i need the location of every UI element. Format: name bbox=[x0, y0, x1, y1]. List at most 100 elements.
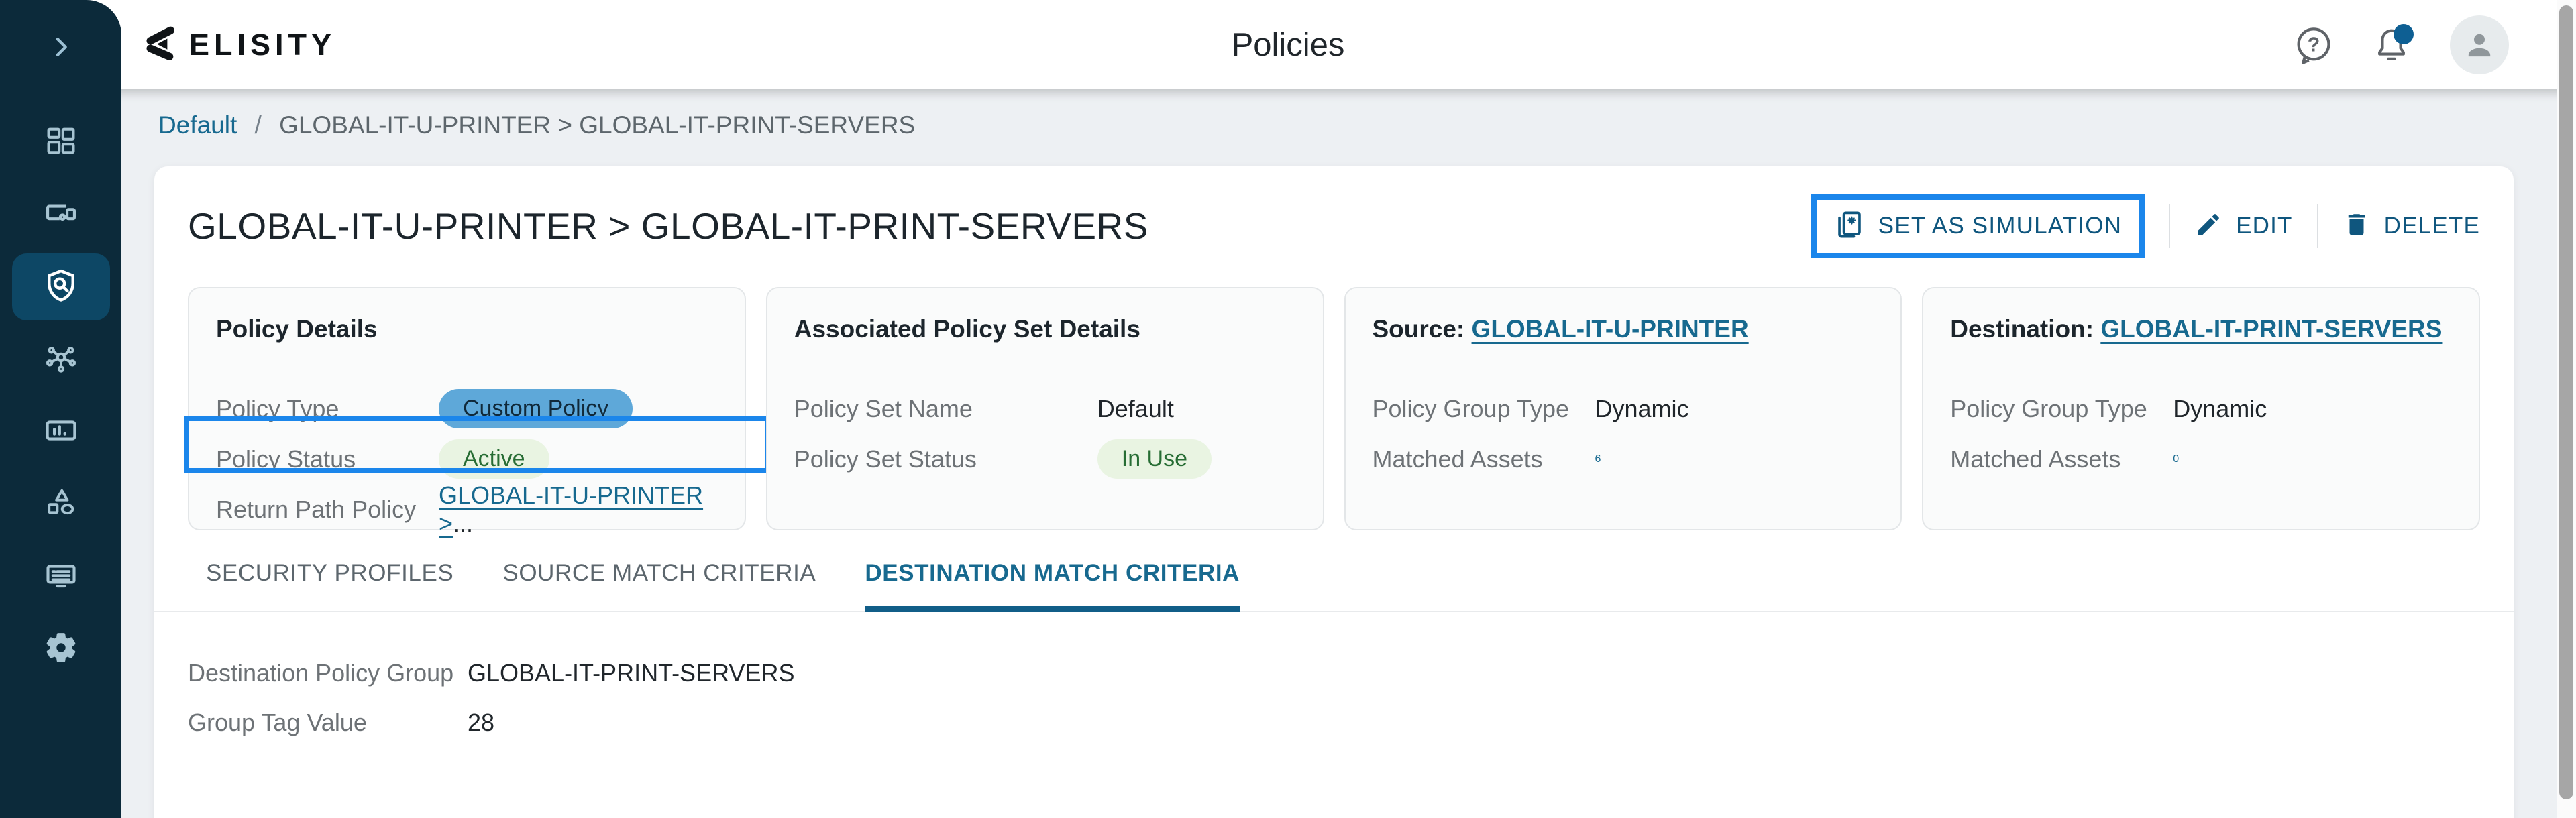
source-matched-assets-row: Matched Assets 6 bbox=[1373, 434, 1874, 484]
source-group-type-value: Dynamic bbox=[1595, 394, 1689, 422]
dashboard-icon bbox=[44, 123, 78, 162]
policy-type-row: Policy Type Custom Policy bbox=[216, 384, 718, 434]
set-as-simulation-button[interactable]: SET AS SIMULATION bbox=[1811, 194, 2145, 258]
summary-cards: Policy Details Policy Type Custom Policy… bbox=[184, 287, 2480, 537]
source-card: Source: GLOBAL-IT-U-PRINTER Policy Group… bbox=[1344, 287, 1902, 530]
destination-policy-group-row: Destination Policy Group GLOBAL-IT-PRINT… bbox=[188, 648, 2480, 698]
policy-status-badge: Active bbox=[439, 439, 549, 479]
network-hub-icon bbox=[44, 341, 78, 379]
return-path-ellipsis: ... bbox=[453, 509, 474, 537]
policy-detail-panel: GLOBAL-IT-U-PRINTER > GLOBAL-IT-PRINT-SE… bbox=[154, 166, 2514, 818]
policy-set-title: Associated Policy Set Details bbox=[794, 315, 1140, 343]
source-matched-assets-link[interactable]: 6 bbox=[1595, 453, 1601, 465]
source-title-prefix: Source: bbox=[1372, 315, 1465, 343]
source-group-type-label: Policy Group Type bbox=[1372, 394, 1569, 422]
settings-gear-icon bbox=[44, 630, 78, 668]
tab-security-profiles[interactable]: SECURITY PROFILES bbox=[206, 560, 454, 586]
source-matched-assets-label: Matched Assets bbox=[1372, 445, 1543, 473]
sidebar-item-devices[interactable] bbox=[12, 181, 110, 248]
edit-label: EDIT bbox=[2236, 213, 2293, 239]
delete-label: DELETE bbox=[2383, 213, 2480, 239]
panel-header: GLOBAL-IT-U-PRINTER > GLOBAL-IT-PRINT-SE… bbox=[188, 166, 2480, 259]
topology-icon bbox=[44, 485, 78, 524]
scrollbar-thumb[interactable] bbox=[2559, 5, 2573, 799]
source-group-type-row: Policy Group Type Dynamic bbox=[1373, 384, 1874, 434]
sidebar-expand-chevron-icon[interactable] bbox=[48, 25, 74, 68]
simulation-copy-icon bbox=[1834, 209, 1865, 243]
tab-destination-match-criteria[interactable]: DESTINATION MATCH CRITERIA bbox=[865, 560, 1240, 612]
set-as-simulation-label: SET AS SIMULATION bbox=[1878, 213, 2123, 239]
destination-card: Destination: GLOBAL-IT-PRINT-SERVERS Pol… bbox=[1922, 287, 2480, 530]
group-tag-value-value: 28 bbox=[468, 709, 495, 736]
action-divider bbox=[2316, 204, 2318, 248]
sidebar-item-dashboard[interactable] bbox=[12, 109, 110, 176]
elisity-logo: ELISITY bbox=[142, 23, 336, 66]
header-icons: ? bbox=[2294, 15, 2509, 74]
tab-source-match-criteria[interactable]: SOURCE MATCH CRITERIA bbox=[502, 560, 816, 586]
policy-details-card: Policy Details Policy Type Custom Policy… bbox=[184, 287, 770, 537]
destination-policy-group-link[interactable]: GLOBAL-IT-PRINT-SERVERS bbox=[2100, 315, 2443, 343]
notification-badge bbox=[2394, 23, 2414, 44]
destination-matched-assets-row: Matched Assets 0 bbox=[1950, 434, 2452, 484]
edit-button[interactable]: EDIT bbox=[2194, 211, 2293, 242]
policy-set-status-row: Policy Set Status In Use bbox=[794, 434, 1296, 484]
group-tag-value-row: Group Tag Value 28 bbox=[188, 698, 2480, 748]
policy-details-title: Policy Details bbox=[216, 315, 378, 343]
sidebar-item-topology[interactable] bbox=[12, 471, 110, 538]
return-path-row: Return Path Policy GLOBAL-IT-U-PRINTER >… bbox=[216, 481, 718, 537]
policy-set-name-row: Policy Set Name Default bbox=[794, 384, 1296, 434]
policy-type-label: Policy Type bbox=[216, 394, 339, 422]
sidebar-item-network[interactable] bbox=[12, 326, 110, 393]
devices-icon bbox=[44, 196, 78, 234]
destination-group-type-value: Dynamic bbox=[2173, 394, 2267, 422]
destination-matched-assets-link[interactable]: 0 bbox=[2173, 453, 2180, 465]
svg-text:?: ? bbox=[2308, 34, 2320, 56]
policy-title: GLOBAL-IT-U-PRINTER > GLOBAL-IT-PRINT-SE… bbox=[188, 205, 1148, 247]
edit-pencil-icon bbox=[2194, 211, 2222, 242]
policy-set-status-badge: In Use bbox=[1097, 439, 1212, 479]
source-policy-group-link[interactable]: GLOBAL-IT-U-PRINTER bbox=[1471, 315, 1749, 343]
sidebar-nav bbox=[0, 0, 121, 818]
reports-icon bbox=[44, 413, 78, 451]
delete-trash-icon bbox=[2343, 211, 2371, 242]
policy-status-label: Policy Status bbox=[216, 445, 356, 473]
vertical-scrollbar[interactable] bbox=[2557, 0, 2576, 818]
console-icon bbox=[44, 558, 78, 596]
policy-set-card: Associated Policy Set Details Policy Set… bbox=[765, 287, 1324, 530]
policy-set-status-label: Policy Set Status bbox=[794, 445, 977, 473]
destination-match-criteria-panel: Destination Policy Group GLOBAL-IT-PRINT… bbox=[188, 648, 2480, 748]
breadcrumb: Default / GLOBAL-IT-U-PRINTER > GLOBAL-I… bbox=[158, 111, 915, 139]
top-header: ELISITY Policies ? bbox=[0, 0, 2576, 89]
policies-shield-icon bbox=[42, 267, 80, 308]
delete-button[interactable]: DELETE bbox=[2343, 211, 2480, 242]
destination-group-type-label: Policy Group Type bbox=[1950, 394, 2147, 422]
elisity-logo-icon bbox=[142, 23, 177, 66]
destination-policy-group-value: GLOBAL-IT-PRINT-SERVERS bbox=[468, 659, 795, 687]
help-icon[interactable]: ? bbox=[2294, 25, 2333, 64]
return-path-label: Return Path Policy bbox=[216, 495, 417, 523]
sidebar-item-console[interactable] bbox=[12, 543, 110, 610]
destination-group-type-row: Policy Group Type Dynamic bbox=[1950, 384, 2452, 434]
group-tag-value-label: Group Tag Value bbox=[188, 709, 367, 736]
sidebar-item-settings[interactable] bbox=[12, 616, 110, 683]
sidebar-nav-items bbox=[11, 109, 110, 688]
breadcrumb-current: GLOBAL-IT-U-PRINTER > GLOBAL-IT-PRINT-SE… bbox=[279, 111, 916, 139]
page-header-title: Policies bbox=[1231, 26, 1345, 63]
notifications-bell-icon[interactable] bbox=[2372, 23, 2414, 64]
breadcrumb-root-link[interactable]: Default bbox=[158, 111, 237, 139]
policy-actions: SET AS SIMULATION EDIT bbox=[1811, 194, 2480, 258]
destination-policy-group-label: Destination Policy Group bbox=[188, 659, 454, 687]
destination-matched-assets-label: Matched Assets bbox=[1950, 445, 2121, 473]
breadcrumb-separator: / bbox=[254, 111, 262, 139]
policy-type-badge: Custom Policy bbox=[439, 389, 633, 428]
account-avatar[interactable] bbox=[2450, 15, 2509, 74]
sidebar-item-reports[interactable] bbox=[12, 398, 110, 465]
source-title: Source: GLOBAL-IT-U-PRINTER bbox=[1373, 315, 1874, 343]
sidebar-item-policies[interactable] bbox=[11, 253, 110, 320]
policy-status-row: Policy Status Active bbox=[216, 434, 718, 484]
criteria-tabs: SECURITY PROFILES SOURCE MATCH CRITERIA … bbox=[154, 560, 2514, 612]
policy-set-name-label: Policy Set Name bbox=[794, 394, 973, 422]
policy-set-name-value: Default bbox=[1097, 394, 1174, 422]
return-path-policy-link[interactable]: GLOBAL-IT-U-PRINTER > bbox=[439, 481, 704, 537]
